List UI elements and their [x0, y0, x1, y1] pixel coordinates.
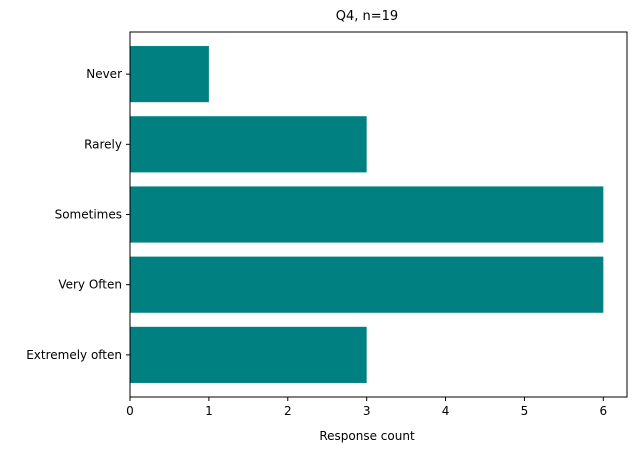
x-tick-label: 3 [363, 404, 371, 418]
y-tick-label: Never [86, 67, 122, 81]
bar-rarely [130, 116, 367, 173]
bars-group [130, 46, 604, 383]
chart-title: Q4, n=19 [336, 9, 398, 24]
x-tick-label: 2 [284, 404, 292, 418]
bar-never [130, 46, 209, 103]
y-tick-label: Sometimes [55, 208, 122, 222]
x-tick-label: 6 [600, 404, 608, 418]
y-tick-label: Extremely often [26, 348, 122, 362]
plot-frame [129, 31, 628, 398]
x-tick-label: 5 [521, 404, 529, 418]
x-tick-label: 0 [126, 404, 134, 418]
y-tick-label: Rarely [84, 137, 122, 151]
x-axis-label: Response count [319, 429, 415, 443]
x-tick-label: 4 [442, 404, 450, 418]
y-axis-ticks: Never Rarely Sometimes Very Often Extremely … [26, 67, 130, 362]
x-tick-label: 1 [205, 404, 213, 418]
y-tick-label: Very Often [58, 278, 122, 292]
x-axis-ticks: 0 1 2 3 4 5 6 [126, 397, 607, 418]
bar-sometimes [130, 186, 604, 243]
bar-extremely-often [130, 326, 367, 383]
bar-very-often [130, 256, 604, 313]
